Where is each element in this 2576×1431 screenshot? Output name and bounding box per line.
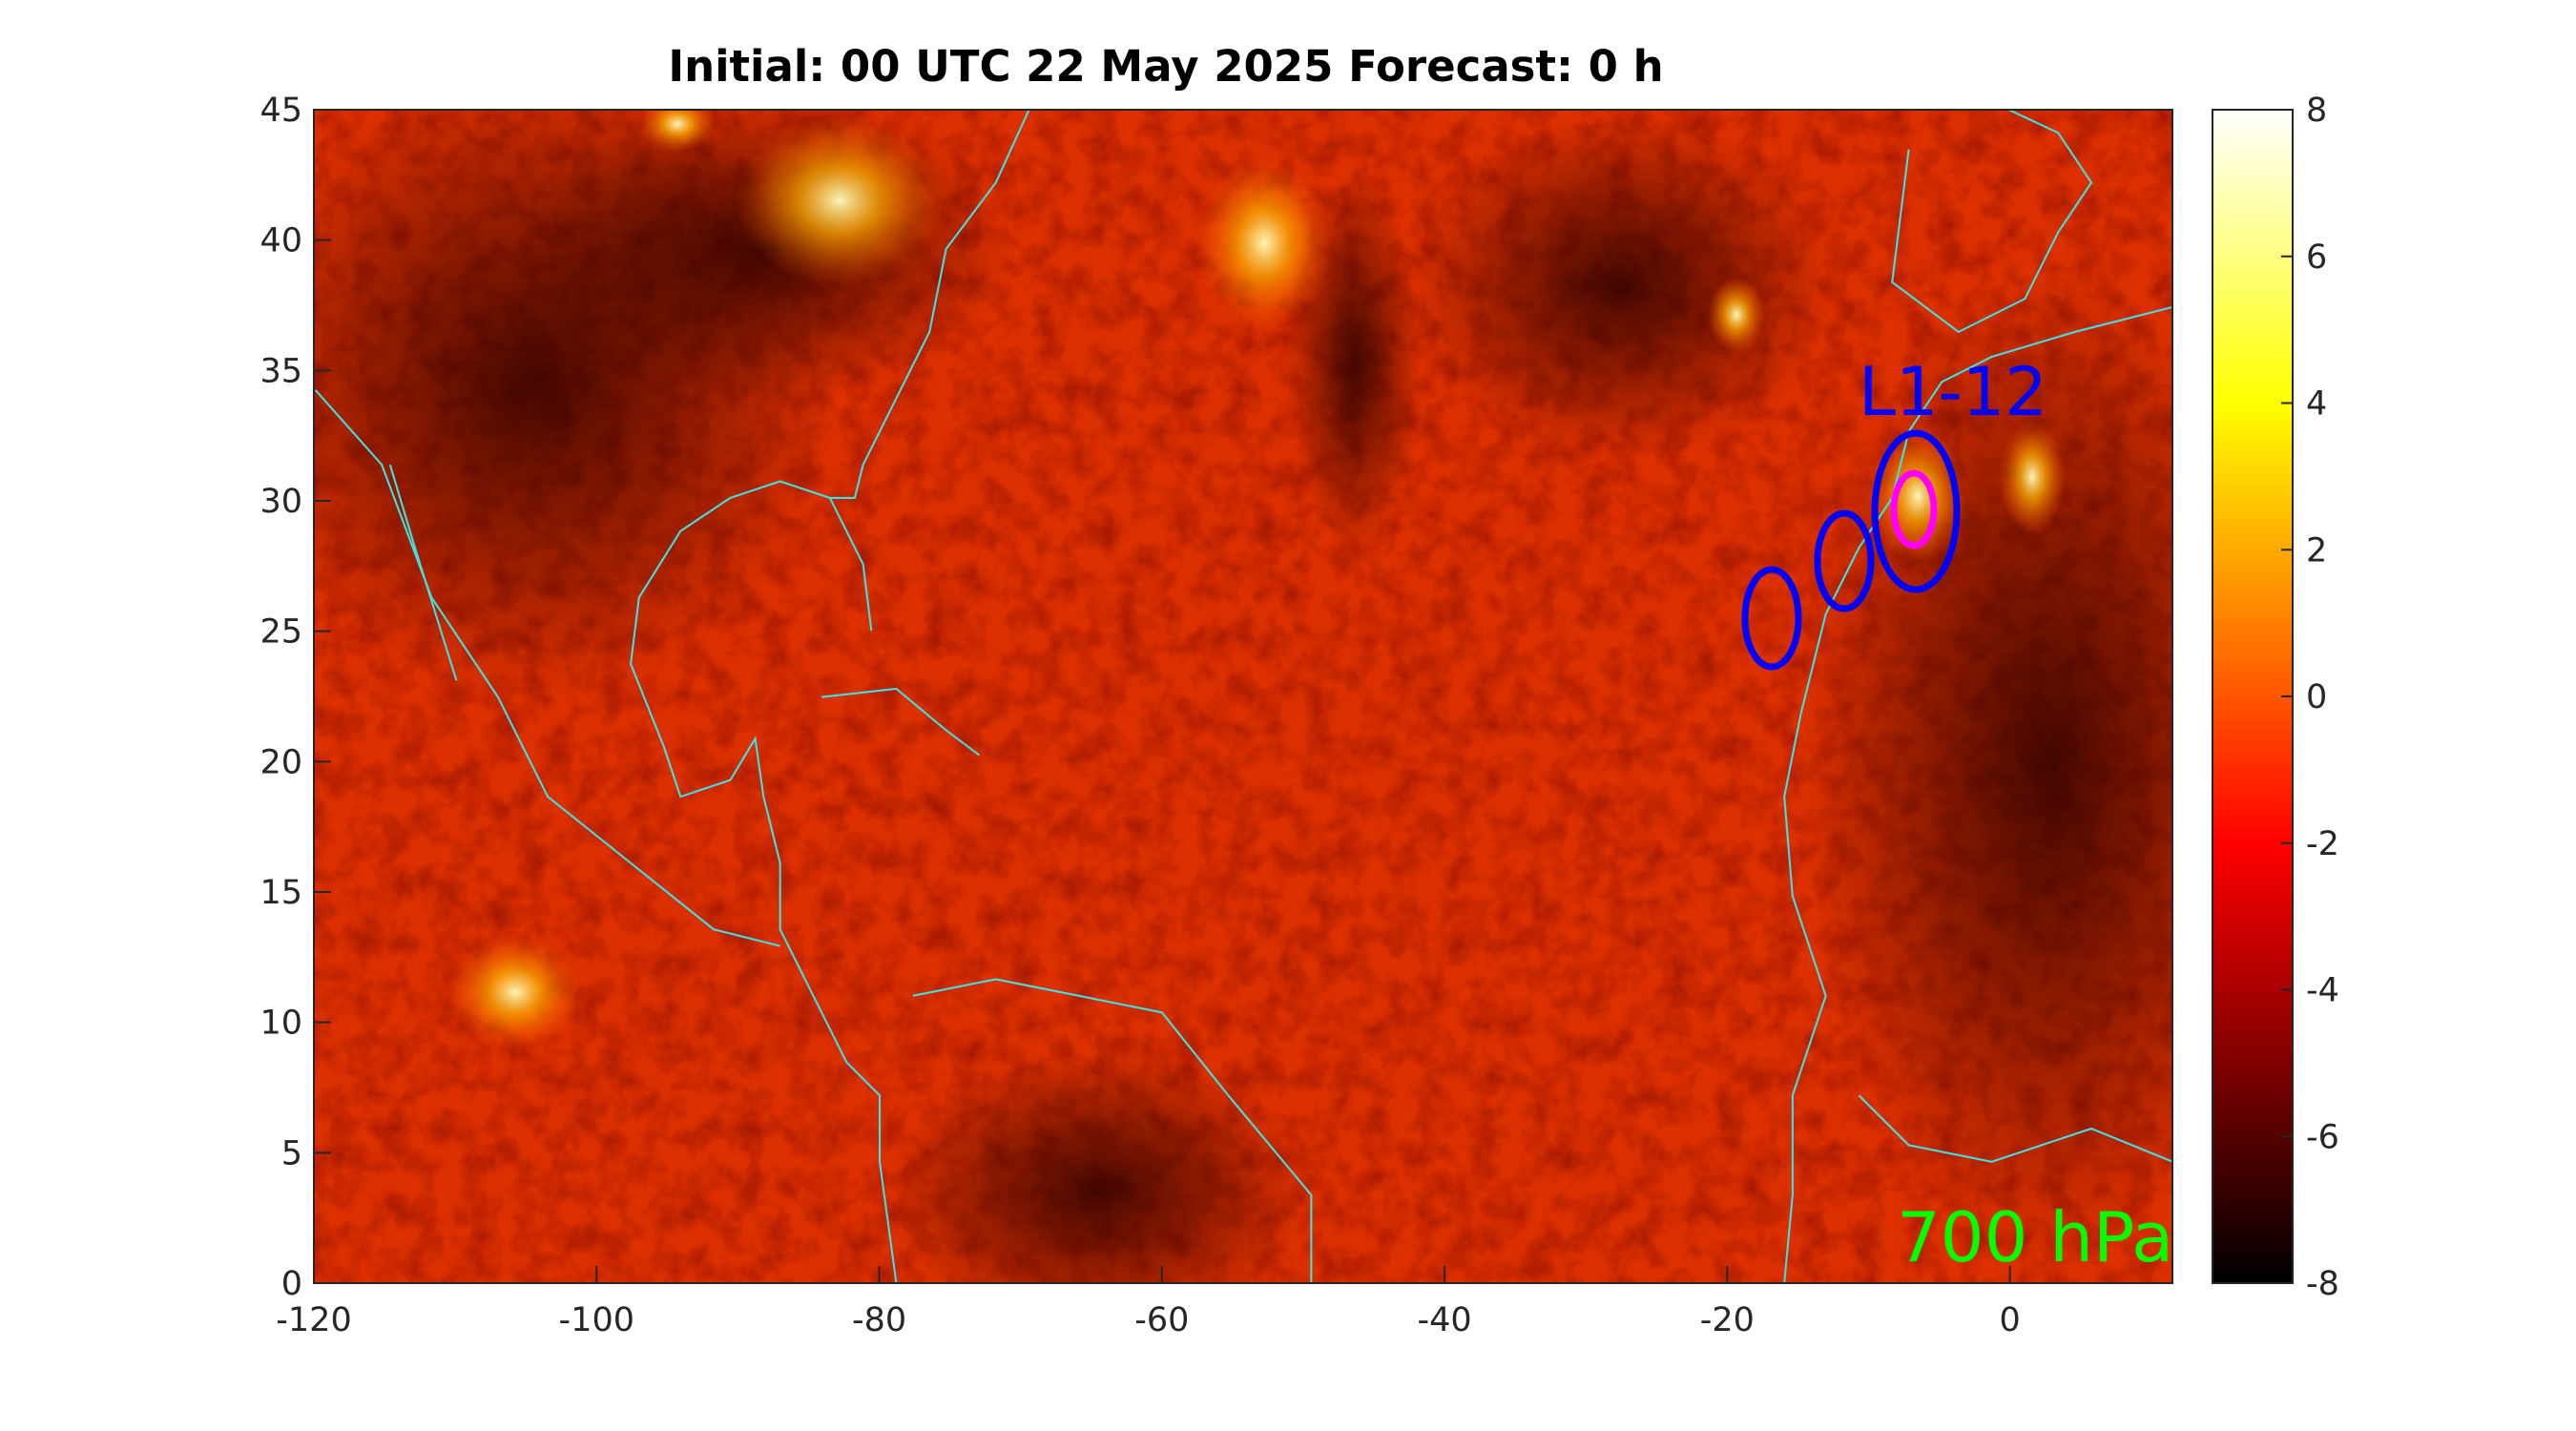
region-marker [1871,429,1961,593]
y-tick-label: 45 [260,92,302,130]
colorbar-tick-label: -8 [2306,1265,2339,1303]
region-marker [1814,509,1875,612]
colorbar-tick-label: 2 [2306,531,2327,570]
y-tick-label: 35 [260,352,302,390]
colorbar-tick-label: -2 [2306,825,2339,863]
plot-frame [313,109,2173,1284]
level-label: 700 hPa [1897,1197,2173,1277]
region-label: L1-12 [1859,353,2047,431]
y-tick-label: 10 [260,1005,302,1043]
colorbar-tick-label: 4 [2306,385,2327,424]
region-marker [1741,566,1802,671]
colorbar [2212,109,2294,1284]
colorbar-tick-label: -4 [2306,972,2339,1010]
colorbar-tick-label: 8 [2306,92,2327,130]
x-tick-label: -40 [1418,1301,1472,1339]
colorbar-tick-label: 0 [2306,678,2327,716]
x-tick-label: -120 [276,1301,351,1339]
chart-title: Initial: 00 UTC 22 May 2025 Forecast: 0 … [668,41,1663,92]
x-tick-label: -60 [1134,1301,1189,1339]
y-tick-label: 15 [260,874,302,912]
y-tick-label: 30 [260,483,302,521]
field [314,110,2172,1283]
colorbar-tick-label: 6 [2306,238,2327,277]
coastlines [314,110,2172,1283]
x-tick-label: 0 [2000,1301,2021,1339]
center-marker [1890,469,1938,550]
y-tick-label: 40 [260,222,302,260]
x-tick-label: -80 [852,1301,906,1339]
x-tick-label: -100 [559,1301,634,1339]
x-tick-label: -20 [1700,1301,1755,1339]
y-tick-label: 20 [260,743,302,781]
y-tick-label: 0 [281,1265,302,1303]
y-tick-label: 5 [281,1134,302,1172]
colorbar-tick-label: -6 [2306,1118,2339,1156]
y-tick-label: 25 [260,613,302,652]
